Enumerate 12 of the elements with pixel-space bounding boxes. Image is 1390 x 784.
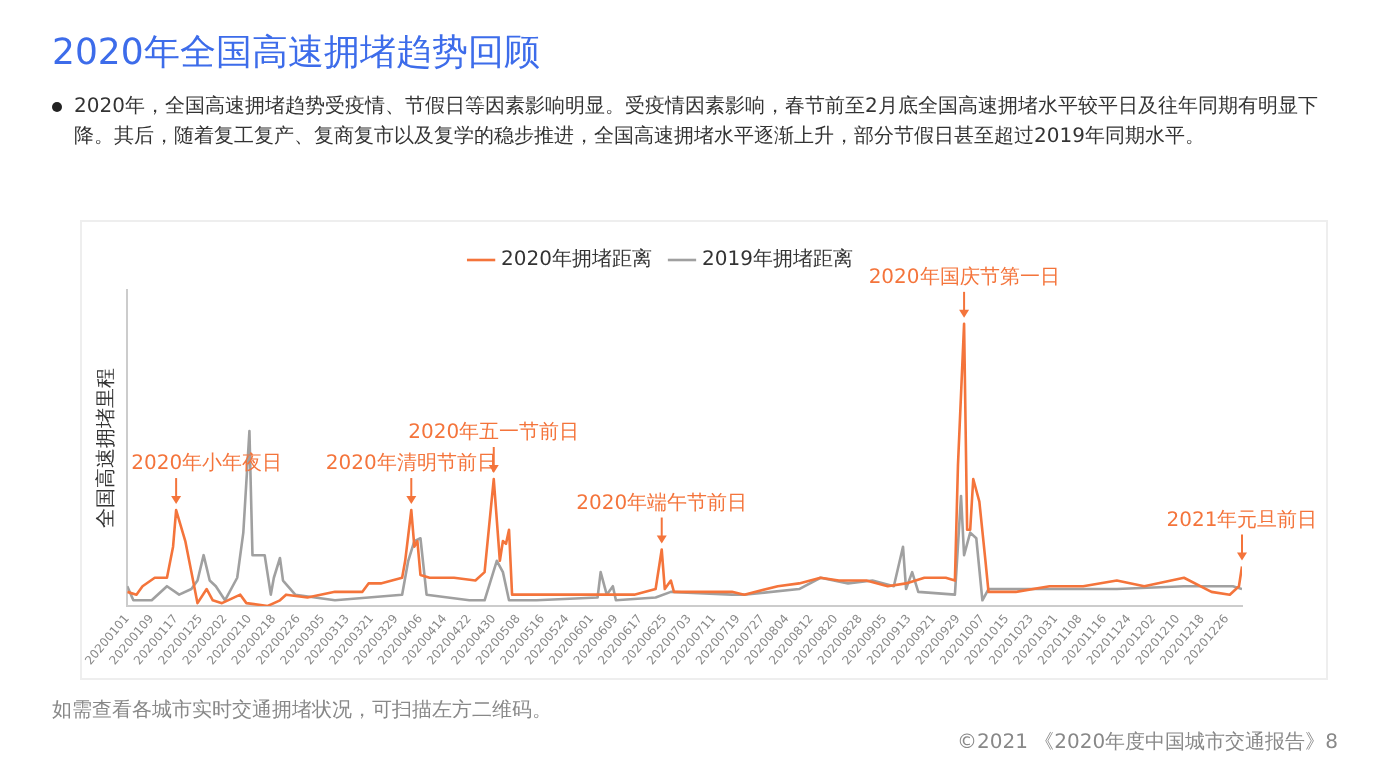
annotation: 2020年国庆节第一日 [868,265,1060,290]
legend-label: 2019年拥堵距离 [702,247,853,272]
annotation: 2020年小年夜日 [131,451,283,476]
text: ©2021 《2020年度中国城市交通报告》8 [957,729,1338,756]
chart-title: 2020年全国高速拥堵趋势回顾 [52,30,540,76]
text: 如需查看各城市实时交通拥堵状况，可扫描左方二维码。 [52,697,552,724]
legend-label: 2020年拥堵距离 [501,247,653,272]
annotation: 2020年端午节前日 [576,490,748,515]
annotation: 2021年元旦前日 [1166,507,1318,532]
annotation: 2020年五一节前日 [408,420,580,445]
y-axis-title: 全国高速拥堵里程 [94,367,119,528]
chart-subtitle: 2020年，全国高速拥堵趋势受疫情、节假日等因素影响明显。受疫情因素影响，春节前至2月底全国高速拥堵水平较平日及往年同期有明显下降。其后，随着复工复产、复商复市以及复学的稳步推进，全国高速拥堵水平逐渐上升，部分节假日甚至超过2019年同期水平。 [74,93,1320,152]
